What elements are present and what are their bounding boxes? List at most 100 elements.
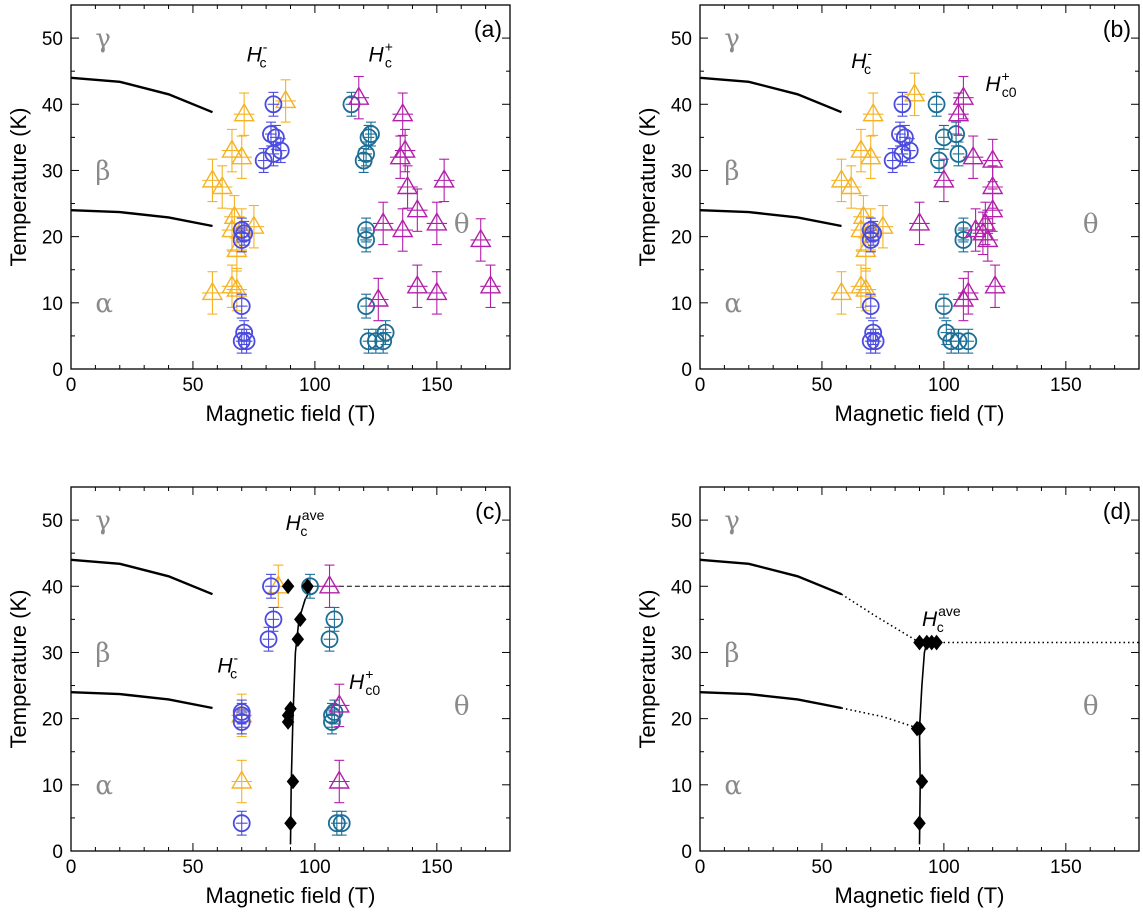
annotation-main: H (349, 671, 365, 694)
annotation-sup: + (365, 666, 373, 682)
average-point (284, 700, 297, 717)
x-tick-label: 100 (928, 857, 960, 878)
phase-boundary-line (700, 76, 842, 114)
annotation-sub: c0 (1002, 84, 1017, 100)
data-point-circle (332, 810, 351, 836)
annotation-sub: c (259, 54, 266, 70)
phase-label: β (95, 156, 110, 186)
phase-label: γ (95, 24, 111, 54)
phase-boundary-line (71, 558, 213, 596)
field-annotation: H+ c0 (985, 68, 1016, 100)
panel-label: (b) (1103, 16, 1131, 42)
y-tick-label: 20 (42, 228, 63, 249)
y-tick-label: 30 (42, 161, 63, 182)
x-tick-label: 0 (695, 857, 706, 878)
phase-boundary-line (918, 642, 928, 845)
average-point (915, 773, 929, 790)
phase-boundary-line (700, 691, 842, 710)
annotation-main: H (851, 50, 867, 73)
phase-label: γ (95, 506, 111, 536)
data-point-circle (235, 320, 254, 346)
data-point-triangle (396, 165, 419, 209)
dotted-boundary-line (841, 593, 920, 644)
phase-boundary-line (71, 76, 213, 114)
x-tick-label: 50 (811, 375, 832, 396)
y-tick-label: 30 (671, 161, 692, 182)
annotation-main: H (985, 73, 1001, 96)
x-tick-label: 50 (811, 857, 832, 878)
x-axis-label: Magnetic field (T) (835, 883, 1005, 908)
annotation-sup: - (867, 45, 872, 61)
data-point-triangle (872, 204, 894, 249)
annotation-sup: - (263, 38, 268, 54)
data-point-triangle (426, 271, 448, 315)
data-point-circle (927, 91, 946, 117)
y-tick-label: 0 (681, 842, 692, 863)
data-point-triangle (391, 208, 414, 252)
average-point (281, 578, 295, 595)
x-tick-label: 150 (1050, 375, 1082, 396)
data-point-triangle (328, 759, 350, 804)
panel-label: (c) (475, 498, 502, 524)
x-tick-label: 50 (182, 375, 203, 396)
annotation-sub: c (230, 665, 237, 681)
data-point-triangle (348, 75, 370, 120)
data-point-triangle (274, 79, 297, 123)
data-point-triangle (830, 271, 853, 315)
data-point-triangle (318, 564, 341, 609)
data-point-triangle (974, 201, 997, 246)
x-tick-label: 150 (421, 375, 453, 396)
data-point-triangle (933, 158, 955, 203)
data-point-triangle (426, 201, 448, 246)
annotation-sup: ave (302, 507, 325, 523)
field-annotation: H-c (851, 45, 872, 77)
panel-label: (d) (1103, 498, 1131, 524)
data-point-circle (357, 217, 376, 243)
x-axis-label: Magnetic field (T) (206, 401, 376, 426)
data-point-circle (864, 320, 883, 346)
data-point-circle (262, 573, 280, 599)
phase-label: β (95, 638, 110, 668)
data-point-triangle (231, 135, 253, 179)
phase-boundary-line (700, 558, 842, 596)
plot-frame (699, 4, 1140, 370)
y-axis-label: Temperature (K) (6, 108, 31, 267)
y-axis-label: Temperature (K) (635, 108, 660, 267)
data-point-circle (937, 320, 956, 346)
phase-boundary-line (71, 209, 213, 228)
y-tick-label: 10 (671, 776, 692, 797)
data-point-circle (232, 810, 251, 836)
y-axis-label: Temperature (K) (6, 590, 31, 749)
annotation-main: H (247, 43, 263, 66)
y-tick-label: 40 (671, 95, 692, 116)
field-annotation: H+ c (369, 38, 393, 70)
data-layer (71, 558, 510, 845)
annotation-sub: c (864, 61, 871, 77)
phase-label: θ (454, 691, 470, 721)
phase-label: β (724, 156, 739, 186)
annotation-main: H (369, 43, 385, 66)
phase-label: α (95, 771, 113, 801)
data-layer (700, 558, 1139, 845)
data-point-circle (359, 124, 378, 150)
dotted-boundary-line (841, 707, 920, 730)
data-point-circle (861, 293, 880, 319)
data-point-circle (891, 121, 909, 147)
y-tick-label: 30 (42, 643, 63, 664)
average-point (930, 634, 943, 651)
data-point-triangle (903, 72, 926, 117)
data-point-triangle (860, 135, 882, 179)
field-annotation: Have c (286, 507, 325, 539)
data-layer (71, 75, 502, 354)
data-point-circle (864, 220, 883, 246)
annotation-main: H (286, 512, 302, 535)
x-tick-label: 0 (695, 375, 706, 396)
data-point-circle (262, 121, 280, 147)
phase-label: β (724, 638, 739, 668)
phase-label: θ (1083, 209, 1099, 239)
field-annotation: H-c (247, 38, 268, 70)
data-point-triangle (211, 165, 233, 209)
data-point-triangle (855, 267, 877, 312)
phase-label: θ (454, 209, 470, 239)
